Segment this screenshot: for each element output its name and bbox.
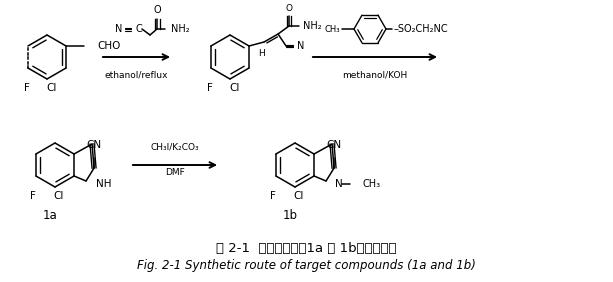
Text: CH₃I/K₂CO₃: CH₃I/K₂CO₃ — [151, 142, 199, 151]
Text: N: N — [335, 179, 343, 189]
Text: 1b: 1b — [283, 209, 297, 222]
Text: Cl: Cl — [54, 191, 64, 201]
Text: methanol/KOH: methanol/KOH — [343, 70, 408, 79]
Text: F: F — [24, 83, 30, 93]
Text: DMF: DMF — [165, 168, 185, 177]
Text: N: N — [115, 24, 123, 34]
Text: F: F — [30, 191, 36, 201]
Text: 图 2-1  目标化合物（1a 和 1b）合成路线: 图 2-1 目标化合物（1a 和 1b）合成路线 — [216, 241, 397, 254]
Text: N: N — [297, 41, 305, 51]
Text: CN: CN — [86, 140, 102, 150]
Text: O: O — [153, 5, 161, 15]
Text: Cl: Cl — [47, 83, 57, 93]
Text: H: H — [257, 49, 264, 58]
Text: CH₃: CH₃ — [324, 25, 340, 34]
Text: CHO: CHO — [97, 41, 120, 51]
Text: NH: NH — [96, 179, 112, 189]
Text: Fig. 2-1 Synthetic route of target compounds (1a and 1b): Fig. 2-1 Synthetic route of target compo… — [137, 259, 476, 272]
Text: Cl: Cl — [230, 83, 240, 93]
Text: O: O — [286, 4, 292, 13]
Text: –SO₂CH₂NC: –SO₂CH₂NC — [394, 24, 449, 34]
Text: NH₂: NH₂ — [303, 21, 322, 31]
Text: C: C — [136, 24, 143, 34]
Text: F: F — [270, 191, 276, 201]
Text: CN: CN — [327, 140, 341, 150]
Text: ethanol/reflux: ethanol/reflux — [105, 70, 168, 79]
Text: CH₃: CH₃ — [362, 179, 380, 189]
Text: NH₂: NH₂ — [171, 24, 189, 34]
Text: 1a: 1a — [43, 209, 58, 222]
Text: F: F — [207, 83, 213, 93]
Text: Cl: Cl — [294, 191, 304, 201]
